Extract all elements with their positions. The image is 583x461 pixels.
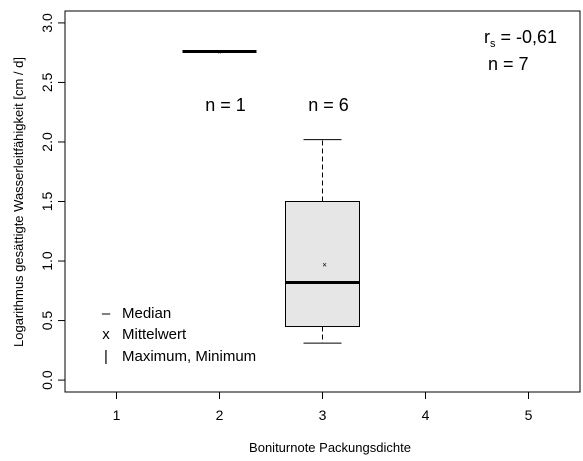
boxes: × n = 1 × n = 6: [182, 49, 360, 344]
y-tick-label-0.5: 0.5: [39, 311, 55, 331]
y-tick-label-2.0: 2.0: [39, 132, 55, 152]
legend-symbol: –: [102, 305, 111, 322]
x-tick-label-1: 1: [113, 407, 121, 423]
legend-label: Median: [122, 305, 171, 322]
y-tick-label-2.5: 2.5: [39, 72, 55, 92]
legend-label: Mittelwert: [122, 326, 187, 343]
x-axis: 1 2 3 4 5: [113, 392, 533, 423]
mean-marker: ×: [218, 50, 222, 56]
legend-symbol: |: [104, 348, 108, 365]
x-axis-label: Boniturnote Packungsdichte: [249, 440, 411, 455]
y-tick-label-0.0: 0.0: [39, 370, 55, 390]
n-total: n = 7: [488, 54, 529, 74]
x-tick-label-5: 5: [525, 407, 533, 423]
y-tick-label-1.0: 1.0: [39, 251, 55, 271]
rs-value: = -0,61: [496, 27, 558, 47]
x-tick-label-2: 2: [216, 407, 224, 423]
y-axis-label: Logarithmus gesättigte Wasserleitfähigke…: [11, 57, 26, 347]
x-tick-label-3: 3: [319, 407, 327, 423]
legend-item-2: x Mittelwert: [102, 326, 187, 343]
rs-statistic: rs = -0,61: [484, 27, 557, 50]
legend-item-3: | Maximum, Minimum: [104, 348, 256, 365]
y-tick-label-3.0: 3.0: [39, 13, 55, 33]
box-iqr: [285, 201, 360, 328]
legend-symbol: x: [102, 326, 110, 343]
mean-marker: ×: [322, 261, 327, 270]
box-group-3: × n = 6: [285, 95, 360, 344]
n-label-3: n = 6: [308, 95, 349, 115]
legend-label: Maximum, Minimum: [122, 348, 256, 365]
box-group-2: × n = 1: [182, 49, 257, 115]
n-label-2: n = 1: [205, 95, 246, 115]
rs-symbol: r: [484, 27, 490, 47]
legend-item-1: – Median: [102, 305, 171, 322]
y-axis: 0.0 0.5 1.0 1.5 2.0 2.5 3.0: [39, 13, 65, 390]
y-tick-label-1.5: 1.5: [39, 192, 55, 212]
rs-subscript: s: [490, 38, 496, 50]
x-tick-label-4: 4: [422, 407, 430, 423]
